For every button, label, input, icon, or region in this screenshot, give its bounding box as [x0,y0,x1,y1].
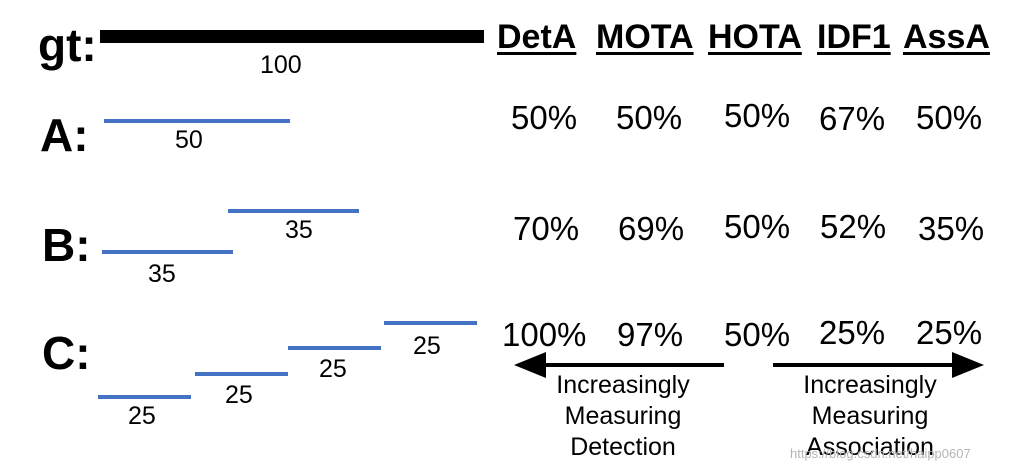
value-a-mota: 50% [616,99,683,136]
segment-length-b1: 35 [148,260,176,288]
value-b-deta: 70% [513,210,580,247]
watermark: https://blog.csdn.net/haipp0607 [790,446,971,461]
value-a-hota: 50% [724,97,791,134]
gt-length-label: 100 [260,51,302,79]
value-b-hota: 50% [724,208,791,245]
metric-header-idf1: IDF1 [817,18,891,56]
detection-annotation-line-1: Increasingly [556,371,690,399]
metric-header-hota: HOTA [708,18,802,56]
association-annotation-line-1: Increasingly [803,371,937,399]
value-c-idf1: 25% [819,314,886,351]
value-c-mota: 97% [617,316,684,353]
value-a-deta: 50% [511,99,578,136]
segment-length-a: 50 [175,126,203,154]
track-segment-c4 [384,321,477,325]
association-annotation-line-2: Measuring [811,402,929,430]
segment-length-c2: 25 [225,381,253,409]
segment-length-c1: 25 [128,402,156,430]
association-annotation-line-3: Association [806,433,934,461]
track-segment-c1 [98,395,191,399]
value-a-assa: 50% [916,99,983,136]
detection-annotation-line-2: Measuring [564,402,682,430]
row-label-gt: gt: [38,19,97,71]
detection-annotation: Increasingly Measuring Detection [528,370,718,463]
track-segment-a [104,119,290,123]
row-label-a: A: [40,109,89,161]
value-a-idf1: 67% [819,100,886,137]
track-segment-b1 [102,250,233,254]
value-b-assa: 35% [918,210,985,247]
row-label-b: B: [42,219,91,271]
track-segment-b2 [228,209,359,213]
value-c-assa: 25% [916,314,983,351]
detection-annotation-line-3: Detection [570,433,676,461]
row-label-c: C: [42,327,91,379]
segment-length-c3: 25 [319,355,347,383]
metric-header-mota: MOTA [596,18,694,56]
track-segment-c3 [288,346,381,350]
association-annotation: Increasingly Measuring Association [770,370,970,463]
metric-header-deta: DetA [497,18,577,56]
association-arrow-head [952,352,984,378]
detection-arrow-head [514,352,546,378]
value-b-mota: 69% [618,210,685,247]
metric-header-assa: AssA [903,18,990,56]
segment-length-c4: 25 [413,332,441,360]
value-b-idf1: 52% [820,208,887,245]
value-c-deta: 100% [502,316,587,353]
value-c-hota: 50% [724,316,791,353]
track-segment-c2 [195,372,288,376]
segment-length-b2: 35 [285,216,313,244]
gt-bar [100,30,484,43]
